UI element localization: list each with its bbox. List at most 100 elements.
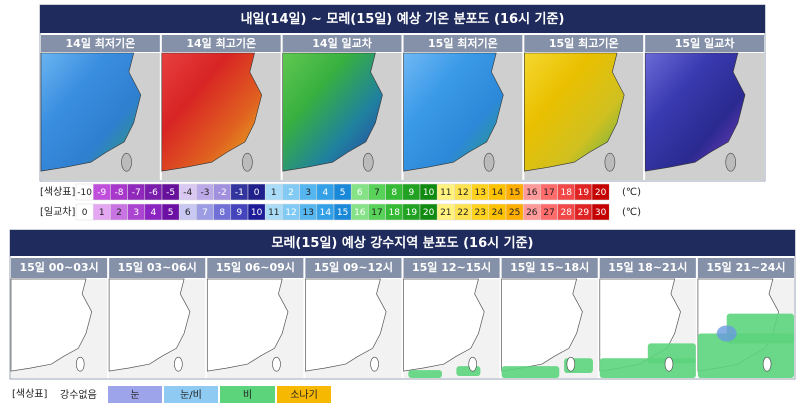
legend-unit: (℃) xyxy=(622,187,641,198)
panel-header xyxy=(403,35,523,52)
legend-value: 19 xyxy=(406,208,418,218)
legend-value: 17 xyxy=(543,188,554,198)
panel-title: 15일 12~15시 xyxy=(412,260,491,274)
legend-value: 20 xyxy=(595,188,607,198)
legend-value: -3 xyxy=(201,188,210,198)
legend-item: 소나기 xyxy=(290,389,318,401)
legend-item: 눈/비 xyxy=(180,389,202,401)
map-island xyxy=(370,356,379,372)
section-title: 모레(15일) 예상 강수지역 분포도 (16시 기준) xyxy=(272,235,534,251)
legend-unit: (℃) xyxy=(622,207,641,218)
legend-value: -7 xyxy=(132,188,141,198)
legend-value: 18 xyxy=(560,188,572,198)
panel-title: 15일 최고기온 xyxy=(549,36,619,50)
legend-swatch xyxy=(164,386,218,403)
legend-value: 8 xyxy=(391,188,397,198)
panel-title: 15일 06~09시 xyxy=(216,260,295,274)
map-land xyxy=(403,52,504,172)
rain-area xyxy=(647,343,696,364)
legend-value: 11 xyxy=(268,208,279,218)
legend-value: 12 xyxy=(457,188,468,198)
rain-area xyxy=(726,313,794,344)
panel-header xyxy=(11,258,108,278)
legend-value: 28 xyxy=(560,208,572,218)
legend-value: 22 xyxy=(457,208,468,218)
legend-value: -4 xyxy=(183,188,192,198)
map-island xyxy=(566,356,576,372)
legend-item: 비 xyxy=(243,389,252,401)
legend-value: 16 xyxy=(354,208,366,218)
map-island xyxy=(174,356,183,372)
map-island xyxy=(604,152,616,172)
panel-header xyxy=(207,258,304,278)
map-island xyxy=(664,356,674,372)
legend-value: 3 xyxy=(305,188,311,198)
legend-value: 29 xyxy=(578,208,590,218)
legend-value: 17 xyxy=(371,208,382,218)
map-island xyxy=(75,356,85,372)
legend-value: 9 xyxy=(409,188,415,198)
legend-value: 1 xyxy=(271,188,277,198)
legend-value: 1 xyxy=(99,208,105,218)
section-title: 내일(14일) ~ 모레(15일) 예상 기온 분포도 (16시 기준) xyxy=(241,11,565,27)
panel-header xyxy=(161,35,281,52)
legend-swatch xyxy=(591,183,610,201)
rain-area xyxy=(456,366,481,377)
legend-value: -9 xyxy=(97,188,106,198)
legend-item: 강수없음 xyxy=(60,388,97,401)
legend-item: 눈 xyxy=(130,389,139,401)
legend-value: 15 xyxy=(337,208,348,218)
panel-header xyxy=(305,258,402,278)
legend-value: 3 xyxy=(133,208,139,218)
map-island xyxy=(725,152,737,172)
legend-value: 23 xyxy=(474,208,485,218)
legend-value: 14 xyxy=(492,188,504,198)
title-bar xyxy=(40,5,765,33)
legend-swatch xyxy=(108,386,162,403)
legend-value: 0 xyxy=(254,188,260,198)
legend-value: 4 xyxy=(151,208,157,218)
legend-label: [일교차] xyxy=(40,206,76,218)
panel-title: 15일 21~24시 xyxy=(706,260,785,274)
legend-value: 14 xyxy=(320,208,332,218)
legend-value: 8 xyxy=(219,208,225,218)
legend-value: 7 xyxy=(374,188,380,198)
map-island xyxy=(242,152,253,172)
map-land xyxy=(644,52,746,172)
legend-value: 20 xyxy=(423,208,435,218)
rain-area xyxy=(501,366,560,378)
panel-header xyxy=(697,258,794,278)
legend-value: 5 xyxy=(340,188,346,198)
map-island xyxy=(468,356,478,372)
legend-value: 13 xyxy=(474,188,485,198)
legend-value: 5 xyxy=(168,208,174,218)
legend-value: 12 xyxy=(285,208,296,218)
panel-title: 15일 18~21시 xyxy=(608,260,687,274)
map-island xyxy=(483,152,495,172)
panel-title: 15일 15~18시 xyxy=(510,260,589,274)
legend-value: 10 xyxy=(251,208,263,218)
legend-value: 30 xyxy=(595,208,607,218)
legend-swatch xyxy=(277,386,331,403)
legend-value: 7 xyxy=(202,208,208,218)
panel-title: 15일 03~06시 xyxy=(118,260,197,274)
panel-title: 15일 00~03시 xyxy=(19,260,98,274)
panel-header xyxy=(282,35,402,52)
map-land xyxy=(40,52,142,172)
map-land xyxy=(108,278,191,372)
map-land xyxy=(161,52,263,172)
map-land xyxy=(282,52,383,172)
panel-title: 14일 최저기온 xyxy=(66,36,136,50)
map-island xyxy=(121,152,132,172)
legend-value: -8 xyxy=(115,188,124,198)
map-land xyxy=(206,278,289,372)
snow-rain-area xyxy=(716,325,737,342)
legend-value: 18 xyxy=(388,208,400,218)
panel-title: 14일 일교차 xyxy=(312,36,372,50)
legend-value: 27 xyxy=(543,208,554,218)
panel-title: 14일 최고기온 xyxy=(186,36,256,50)
legend-value: 24 xyxy=(492,208,504,218)
legend-value: 4 xyxy=(323,188,329,198)
